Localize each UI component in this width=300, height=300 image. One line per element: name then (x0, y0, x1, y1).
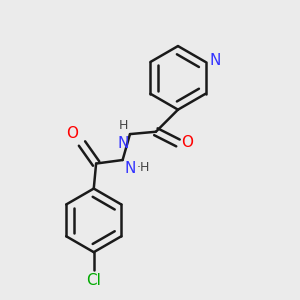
Text: ·H: ·H (137, 161, 150, 175)
Text: N: N (209, 53, 220, 68)
Text: N: N (124, 161, 136, 176)
Text: H: H (119, 119, 128, 132)
Text: N: N (117, 136, 128, 151)
Text: Cl: Cl (86, 273, 101, 288)
Text: O: O (182, 135, 194, 150)
Text: O: O (66, 126, 78, 141)
